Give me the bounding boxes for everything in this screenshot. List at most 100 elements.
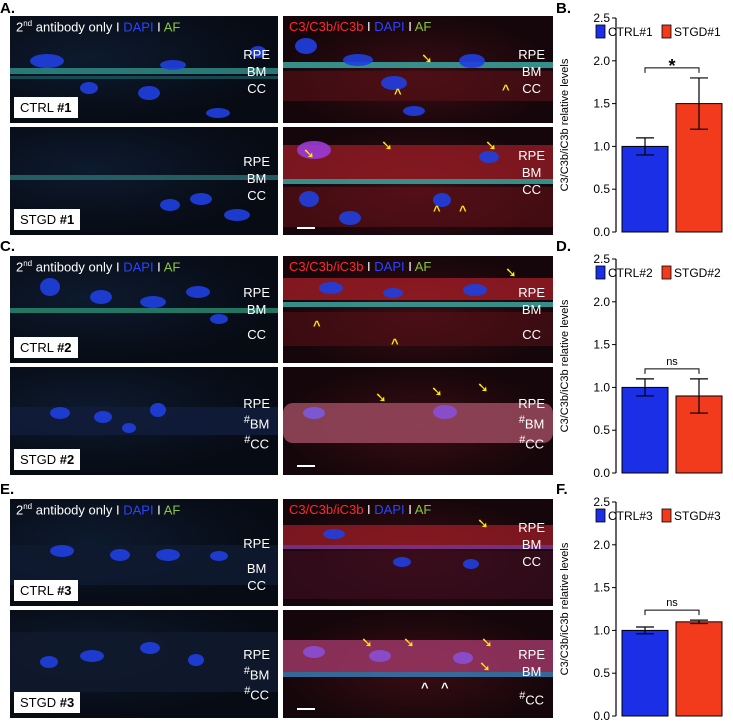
y-axis-label: C3/C3b/iC3b relative levels: [559, 299, 571, 432]
layer-labels: RPE BM CC: [518, 47, 545, 96]
layer-labels: RPE BM CC: [518, 520, 545, 569]
legend-label: STGD#3: [674, 509, 721, 523]
y-tick-label: 1.5: [593, 338, 610, 352]
y-tick-label: 2.5: [593, 495, 610, 509]
y-tick-label: 0.5: [593, 666, 610, 680]
micrograph-stgd3-c3: RPE BM #CC ➘ ➘ ➘ ➘ ^ ^: [283, 610, 553, 718]
layer-labels: RPE BM CC: [518, 148, 545, 197]
scale-bar: [297, 227, 315, 229]
arrow-marker: ➘: [403, 634, 415, 650]
panel-label-a: A.: [0, 0, 15, 17]
legend-swatch: [661, 508, 672, 523]
legend-swatch: [595, 265, 606, 280]
micrograph-ctrl1-c3: C3/C3b/iC3b I DAPI I AF RPE BM CC ➘ ^ ^: [283, 16, 553, 123]
caret-marker: ^: [313, 318, 321, 333]
legend-swatch: [661, 24, 672, 39]
caret-marker: ^: [394, 86, 402, 101]
arrow-marker: ➘: [479, 658, 491, 674]
y-tick-label: 2.0: [593, 538, 610, 552]
chart-b: C3/C3b/iC3b relative levels 0.0 0.5 1.0 1.5 2…: [559, 11, 723, 238]
bar-stgd-3: [675, 621, 723, 717]
caret-marker: ^: [391, 336, 399, 351]
y-tick-label: 0.0: [593, 466, 610, 479]
y-tick-label: 2.0: [593, 295, 610, 309]
y-tick-label: 1.0: [593, 380, 610, 394]
header-c3-stain: C3/C3b/iC3b I DAPI I AF: [289, 19, 432, 34]
micrograph-ctrl1-control: 2nd antibody only I DAPI I AF RPE BM CC CT…: [10, 16, 278, 123]
y-tick-label: 2.5: [593, 252, 610, 266]
significance-label: *: [668, 56, 675, 76]
tag-stgd2: STGD #2: [14, 449, 81, 470]
panel-label-e: E.: [0, 481, 15, 498]
tag-stgd1: STGD #1: [14, 209, 81, 230]
layer-labels: RPE BM CC: [243, 536, 270, 593]
y-tick-label: 2.0: [593, 54, 610, 68]
header-secondary-antibody: 2nd antibody only I DAPI I AF: [16, 259, 181, 275]
significance-bracket: [644, 609, 700, 616]
y-axis-label: C3/C3b/iC3b relative levels: [559, 58, 571, 191]
arrow-marker: ➘: [477, 515, 489, 531]
arrow-marker: ➘: [481, 634, 493, 650]
legend-label: CTRL#1: [608, 25, 653, 39]
significance-label: ns: [666, 597, 678, 609]
legend-label: CTRL#2: [608, 266, 653, 280]
y-tick-label: 0.0: [593, 709, 610, 722]
legend-label: CTRL#3: [608, 509, 653, 523]
panel-label-b: B.: [556, 0, 571, 17]
significance-label: ns: [666, 356, 678, 368]
y-tick-label: 0.5: [593, 423, 610, 437]
chart-d: C3/C3b/iC3b relative levels 0.0 0.5 1.0 1.5 2…: [559, 252, 723, 479]
legend-swatch: [595, 24, 606, 39]
tag-ctrl2: CTRL #2: [14, 337, 78, 358]
significance-bracket: [644, 67, 700, 73]
micrograph-stgd1-control: RPE BM CC STGD #1: [10, 127, 278, 235]
legend-swatch: [661, 265, 672, 280]
layer-labels: RPE BM CC: [243, 285, 270, 342]
panel-label-d: D.: [556, 238, 571, 255]
layer-labels: RPE #BM #CC: [243, 647, 270, 703]
caret-marker: ^: [459, 203, 467, 218]
y-axis-label: C3/C3b/iC3b relative levels: [559, 542, 571, 675]
y-tick-label: 1.0: [593, 139, 610, 153]
caret-marker: ^: [441, 680, 449, 695]
scale-bar: [297, 465, 315, 467]
micrograph-ctrl3-c3: C3/C3b/iC3b I DAPI I AF RPE BM CC ➘: [283, 499, 553, 606]
scale-bar: [297, 708, 315, 710]
header-c3-stain: C3/C3b/iC3b I DAPI I AF: [289, 502, 432, 517]
arrow-marker: ➘: [375, 389, 387, 405]
arrow-marker: ➘: [477, 379, 489, 395]
header-secondary-antibody: 2nd antibody only I DAPI I AF: [16, 19, 181, 35]
y-tick-label: 2.5: [593, 11, 610, 25]
legend-swatch: [595, 508, 606, 523]
caret-marker: ^: [421, 680, 429, 695]
layer-labels: RPE #BM #CC: [518, 396, 545, 452]
panel-label-c: C.: [0, 238, 15, 255]
header-c3-stain: C3/C3b/iC3b I DAPI I AF: [289, 259, 432, 274]
arrow-marker: ➘: [505, 264, 517, 280]
header-secondary-antibody: 2nd antibody only I DAPI I AF: [16, 502, 181, 518]
micrograph-stgd2-control: RPE #BM #CC STGD #2: [10, 367, 278, 475]
y-tick-label: 0.0: [593, 225, 610, 238]
arrow-marker: ➘: [381, 137, 393, 153]
arrow-marker: ➘: [303, 145, 315, 161]
arrow-marker: ➘: [421, 50, 433, 66]
legend-label: STGD#2: [674, 266, 721, 280]
micrograph-ctrl3-control: 2nd antibody only I DAPI I AF RPE BM CC CT…: [10, 499, 278, 606]
caret-marker: ^: [502, 82, 510, 97]
layer-labels: RPE #BM #CC: [243, 396, 270, 452]
arrow-marker: ➘: [431, 383, 443, 399]
bar-ctrl-3: [621, 629, 669, 717]
bar-ctrl-1: [621, 145, 669, 233]
arrow-marker: ➘: [361, 634, 373, 650]
y-tick-label: 0.5: [593, 182, 610, 196]
layer-labels: RPE BM CC: [243, 47, 270, 96]
layer-labels: RPE BM CC: [518, 285, 545, 342]
micrograph-stgd1-c3: RPE BM CC ➘ ➘ ➘ ^ ^: [283, 127, 553, 235]
arrow-marker: ➘: [485, 137, 497, 153]
y-tick-label: 1.5: [593, 581, 610, 595]
layer-labels: RPE BM CC: [243, 154, 270, 203]
significance-bracket: [644, 368, 700, 374]
micrograph-stgd3-control: RPE #BM #CC STGD #3: [10, 610, 278, 718]
y-tick-label: 1.5: [593, 97, 610, 111]
micrograph-ctrl2-c3: C3/C3b/iC3b I DAPI I AF RPE BM CC ➘ ^ ^: [283, 256, 553, 363]
